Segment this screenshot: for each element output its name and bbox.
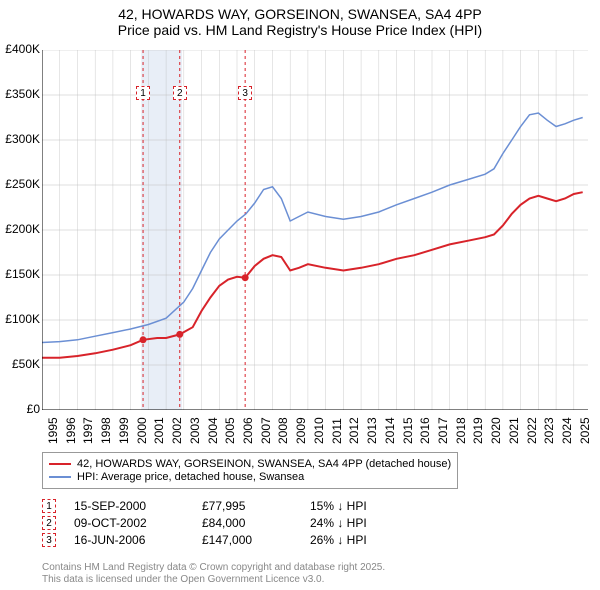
event-delta: 24% ↓ HPI (310, 516, 420, 530)
x-tick-label: 2000 (135, 417, 149, 444)
x-tick-label: 2021 (507, 417, 521, 444)
y-tick-label: £0 (0, 402, 40, 416)
event-price: £77,995 (202, 499, 292, 513)
event-row: 3 16-JUN-2006 £147,000 26% ↓ HPI (42, 533, 420, 547)
legend-label: HPI: Average price, detached house, Swan… (77, 471, 304, 483)
x-tick-label: 2005 (223, 417, 237, 444)
event-price: £84,000 (202, 516, 292, 530)
event-row: 2 09-OCT-2002 £84,000 24% ↓ HPI (42, 516, 420, 530)
x-tick-label: 2007 (259, 417, 273, 444)
x-tick-label: 2008 (276, 417, 290, 444)
x-tick-label: 2001 (152, 417, 166, 444)
y-tick-label: £200K (0, 222, 40, 236)
event-date: 09-OCT-2002 (74, 516, 184, 530)
chart-title-block: 42, HOWARDS WAY, GORSEINON, SWANSEA, SA4… (0, 0, 600, 42)
y-tick-label: £50K (0, 357, 40, 371)
x-tick-label: 2017 (436, 417, 450, 444)
x-tick-label: 2023 (542, 417, 556, 444)
legend-label: 42, HOWARDS WAY, GORSEINON, SWANSEA, SA4… (77, 458, 451, 470)
event-delta: 15% ↓ HPI (310, 499, 420, 513)
event-marker-2: 2 (42, 516, 56, 530)
x-tick-label: 2004 (206, 417, 220, 444)
event-delta: 26% ↓ HPI (310, 533, 420, 547)
x-tick-label: 1996 (64, 417, 78, 444)
chart-event-marker-1: 1 (136, 86, 150, 100)
y-tick-label: £150K (0, 267, 40, 281)
event-marker-1: 1 (42, 499, 56, 513)
event-marker-3: 3 (42, 533, 56, 547)
x-tick-label: 1998 (99, 417, 113, 444)
x-tick-label: 2003 (188, 417, 202, 444)
x-tick-label: 2022 (525, 417, 539, 444)
y-tick-label: £300K (0, 132, 40, 146)
chart-svg (42, 50, 588, 410)
y-tick-label: £400K (0, 42, 40, 56)
y-tick-label: £250K (0, 177, 40, 191)
attribution-line2: This data is licensed under the Open Gov… (42, 574, 385, 586)
x-tick-label: 1997 (81, 417, 95, 444)
attribution-line1: Contains HM Land Registry data © Crown c… (42, 562, 385, 574)
x-tick-label: 2018 (454, 417, 468, 444)
x-tick-label: 2024 (560, 417, 574, 444)
x-tick-label: 2020 (489, 417, 503, 444)
chart-area: 1 2 3 (42, 50, 588, 410)
legend-swatch-hpi (49, 476, 71, 478)
event-date: 16-JUN-2006 (74, 533, 184, 547)
x-tick-label: 2009 (294, 417, 308, 444)
x-tick-label: 2016 (418, 417, 432, 444)
x-tick-label: 2002 (170, 417, 184, 444)
legend-row: HPI: Average price, detached house, Swan… (49, 471, 451, 483)
x-tick-label: 2019 (471, 417, 485, 444)
legend-swatch-price-paid (49, 463, 71, 465)
attribution: Contains HM Land Registry data © Crown c… (42, 562, 385, 586)
x-tick-label: 2014 (383, 417, 397, 444)
x-tick-label: 1999 (117, 417, 131, 444)
x-tick-label: 2012 (347, 417, 361, 444)
event-date: 15-SEP-2000 (74, 499, 184, 513)
x-tick-label: 1995 (46, 417, 60, 444)
event-price: £147,000 (202, 533, 292, 547)
chart-event-marker-3: 3 (238, 86, 252, 100)
event-row: 1 15-SEP-2000 £77,995 15% ↓ HPI (42, 499, 420, 513)
legend: 42, HOWARDS WAY, GORSEINON, SWANSEA, SA4… (42, 452, 458, 489)
x-tick-label: 2015 (401, 417, 415, 444)
chart-event-marker-2: 2 (173, 86, 187, 100)
x-tick-label: 2025 (578, 417, 592, 444)
chart-title-line1: 42, HOWARDS WAY, GORSEINON, SWANSEA, SA4… (10, 6, 590, 22)
x-tick-label: 2010 (312, 417, 326, 444)
legend-row: 42, HOWARDS WAY, GORSEINON, SWANSEA, SA4… (49, 458, 451, 470)
event-list: 1 15-SEP-2000 £77,995 15% ↓ HPI 2 09-OCT… (42, 496, 420, 550)
chart-title-line2: Price paid vs. HM Land Registry's House … (10, 22, 590, 38)
y-tick-label: £100K (0, 312, 40, 326)
x-tick-label: 2013 (365, 417, 379, 444)
x-tick-label: 2011 (330, 418, 344, 444)
x-tick-label: 2006 (241, 417, 255, 444)
y-tick-label: £350K (0, 87, 40, 101)
